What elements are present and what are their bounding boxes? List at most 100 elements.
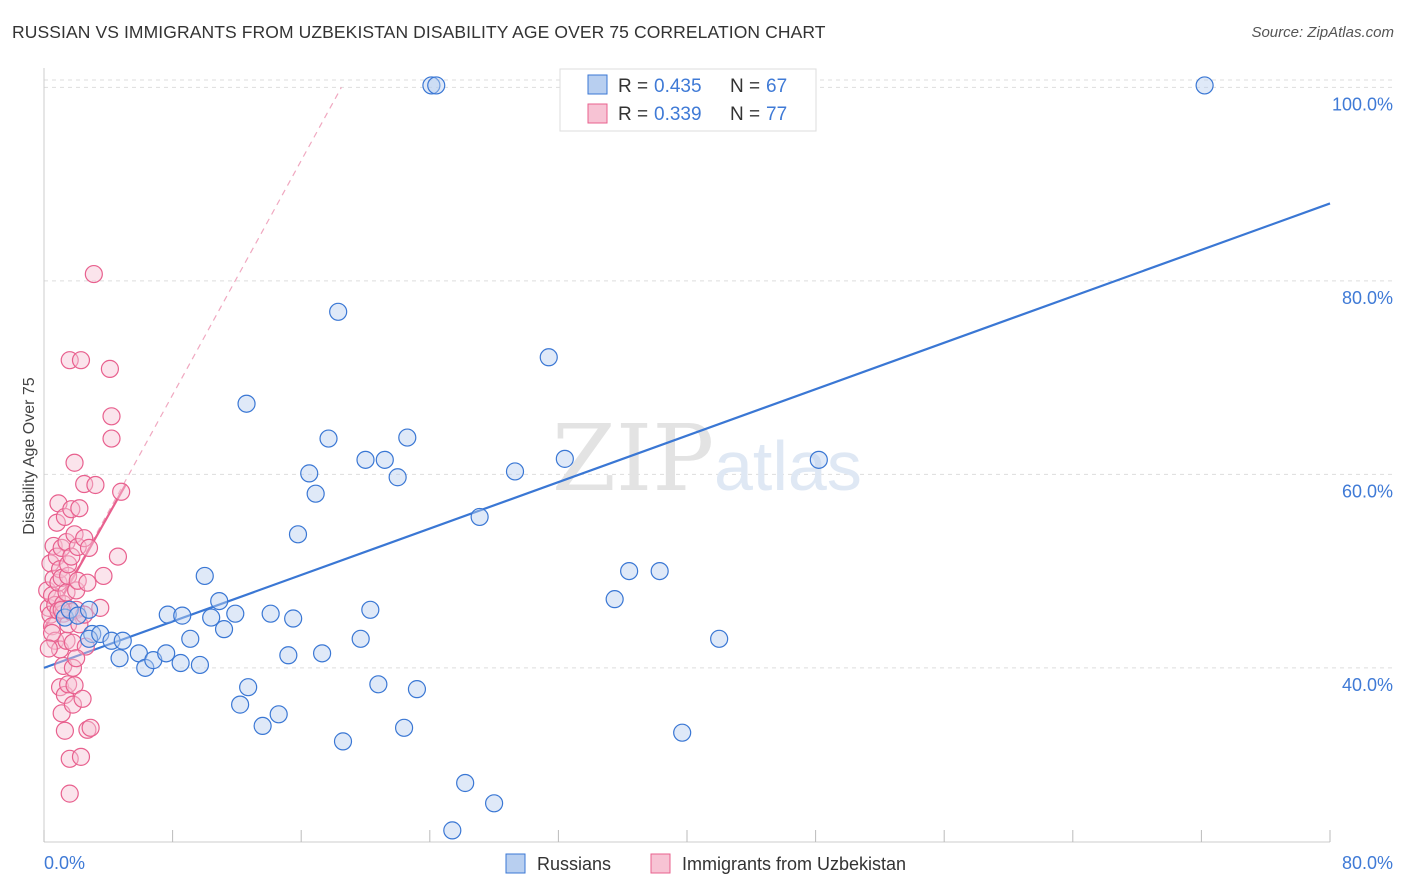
legend-r-label-1: R = [618, 76, 648, 97]
point-uzbekistan-60 [78, 720, 97, 739]
point-russians-17 [181, 629, 200, 648]
y-tick-label-60: 60.0% [1342, 481, 1393, 501]
point-uzbekistan-36 [60, 749, 79, 768]
point-russians-30 [279, 646, 298, 665]
point-russians-24 [231, 695, 250, 714]
point-uzbekistan-76 [67, 649, 86, 668]
point-uzbekistan-42 [63, 695, 83, 714]
point-russians-55 [539, 348, 558, 367]
point-russians-32 [288, 525, 308, 544]
point-russians-56 [555, 449, 574, 468]
point-russians-19 [195, 566, 214, 586]
point-russians-31 [284, 609, 303, 628]
point-russians-18 [190, 655, 210, 675]
point-uzbekistan-39 [62, 547, 81, 566]
point-russians-61 [650, 561, 669, 581]
x-tick-label-max: 80.0% [1342, 853, 1393, 873]
point-uzbekistan-68 [100, 359, 120, 378]
point-russians-46 [398, 428, 417, 447]
legend-r-value-1: 0.435 [654, 76, 702, 97]
point-russians-42 [369, 675, 388, 694]
legend-n-value-2: 77 [766, 104, 787, 125]
y-axis-label: Disability Age Over 75 [21, 377, 38, 535]
point-uzbekistan-71 [108, 547, 128, 566]
point-uzbekistan-31 [59, 675, 78, 694]
point-russians-36 [319, 429, 338, 448]
point-uzbekistan-55 [73, 689, 92, 708]
point-uzbekistan-69 [102, 407, 121, 426]
point-russians-45 [394, 718, 414, 737]
point-russians-28 [261, 604, 280, 623]
point-uzbekistan-44 [65, 676, 84, 695]
point-uzbekistan-26 [55, 721, 74, 740]
point-uzbekistan-5 [42, 617, 62, 636]
watermark: ZIP atlas [552, 405, 862, 512]
legend-n-label-2: N = [730, 104, 760, 125]
point-russians-8 [113, 631, 132, 650]
point-uzbekistan-52 [70, 499, 89, 518]
point-russians-63 [710, 629, 729, 648]
point-russians-16 [173, 606, 192, 625]
point-russians-50 [443, 821, 462, 840]
point-russians-53 [485, 794, 504, 813]
point-uzbekistan-65 [86, 475, 105, 495]
point-russians-65 [809, 450, 828, 469]
x-tick-label-min: 0.0% [44, 853, 85, 873]
watermark-atlas: atlas [714, 427, 862, 505]
legend: R = 0.435 N = 67 R = 0.339 N = 77 [559, 68, 817, 132]
trend-lines [43, 87, 1331, 669]
legend-r-value-2: 0.339 [654, 104, 702, 125]
trend-line-russians [43, 202, 1331, 669]
point-russians-27 [253, 716, 272, 736]
point-russians-38 [333, 732, 353, 751]
point-russians-39 [351, 629, 370, 648]
point-uzbekistan-73 [42, 623, 62, 643]
legend-n-value-1: 67 [766, 76, 787, 97]
point-russians-25 [239, 678, 258, 697]
point-uzbekistan-67 [94, 566, 113, 586]
point-russians-5 [79, 629, 99, 648]
bottom-legend-russians: Russians [537, 854, 611, 874]
bottom-legend-uzbekistan: Immigrants from Uzbekistan [682, 854, 906, 874]
point-russians-41 [361, 600, 380, 619]
bottom-legend-swatch-russians [505, 853, 526, 874]
point-russians-6 [91, 624, 110, 644]
legend-n-label-1: N = [730, 76, 760, 97]
point-russians-62 [673, 723, 692, 742]
point-russians-15 [171, 653, 190, 673]
point-uzbekistan-54 [71, 747, 91, 766]
point-russians-14 [158, 605, 177, 624]
point-russians-22 [214, 620, 234, 639]
point-russians-13 [157, 644, 176, 663]
point-russians-44 [388, 468, 407, 487]
trend-line-uzbekistan-extended [43, 87, 342, 630]
point-russians-40 [356, 450, 375, 469]
trend-line-uzbekistan [43, 483, 127, 630]
point-russians-29 [269, 705, 288, 724]
point-russians-51 [456, 773, 475, 793]
point-russians-37 [329, 302, 348, 321]
legend-swatch-russians [587, 74, 608, 95]
point-uzbekistan-37 [60, 784, 79, 803]
point-russians-49 [427, 76, 446, 95]
point-uzbekistan-64 [84, 264, 103, 284]
point-russians-43 [375, 450, 394, 469]
point-russians-34 [306, 484, 325, 503]
bottom-legend: Russians Immigrants from Uzbekistan [505, 853, 906, 874]
bottom-legend-swatch-uzbekistan [650, 853, 671, 874]
chart-title: RUSSIAN VS IMMIGRANTS FROM UZBEKISTAN DI… [12, 22, 826, 42]
point-uzbekistan-2 [41, 554, 60, 573]
point-russians-9 [110, 649, 129, 668]
point-russians-35 [312, 644, 332, 663]
point-russians-48 [422, 76, 441, 95]
point-uzbekistan-57 [75, 529, 94, 548]
point-russians-66 [1195, 76, 1214, 95]
point-russians-52 [470, 507, 489, 527]
source-label: Source: ZipAtlas.com [1251, 24, 1394, 41]
watermark-zip: ZIP [552, 405, 714, 512]
point-uzbekistan-66 [91, 598, 110, 617]
y-tick-label-80: 80.0% [1342, 288, 1393, 308]
point-russians-26 [237, 394, 256, 413]
axes [43, 68, 1331, 843]
